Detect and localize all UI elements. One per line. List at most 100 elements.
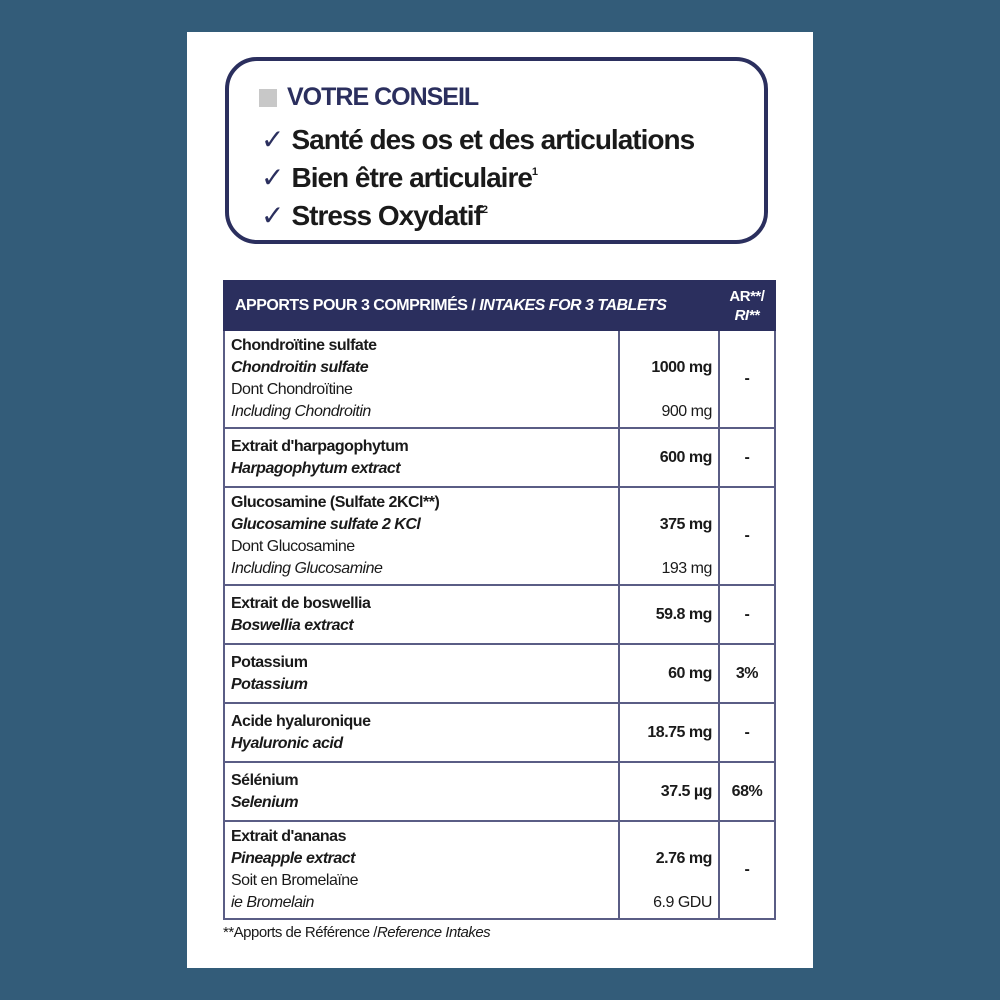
header-ar: AR**/RI** [718, 280, 777, 331]
ingredient-name-en: Chondroitin sulfate [231, 359, 369, 376]
ar-value: 68% [731, 782, 763, 800]
ar-cell: - [717, 329, 777, 429]
sub-amount: 6.9 GDU [653, 894, 712, 911]
table-row: Chondroïtine sulfate Chondroitin sulfate D… [223, 329, 777, 429]
table-header: APPORTS POUR 3 COMPRIMÉS / INTAKES FOR 3… [223, 280, 777, 331]
amount: 18.75 mg [647, 723, 712, 741]
ar-value: - [744, 370, 750, 387]
ingredient-cell: Extrait de boswellia Boswellia extract [223, 584, 620, 645]
ingredient-name-fr: Potassium [231, 653, 308, 671]
ar-cell: - [717, 486, 777, 586]
amount: 1000 mg [651, 359, 712, 376]
ar-cell: - [717, 427, 777, 488]
ar-cell: - [717, 584, 777, 645]
ingredient-name-en: Pineapple extract [231, 850, 355, 867]
ingredient-name-en: Harpagophytum extract [231, 459, 401, 477]
ingredient-cell: Potassium Potassium [223, 643, 620, 704]
sub-amount: 900 mg [661, 403, 713, 420]
table-row: Sélénium Selenium 37.5 µg 68% [223, 761, 777, 822]
amount: 59.8 mg [655, 605, 713, 623]
ingredient-name-fr: Sélénium [231, 771, 299, 789]
header-intakes: APPORTS POUR 3 COMPRIMÉS / INTAKES FOR 3… [223, 280, 720, 331]
table-row: Acide hyaluronique Hyaluronic acid 18.75 … [223, 702, 777, 763]
sub-name-en: Including Chondroitin [231, 403, 371, 420]
header-ar-fr: AR**/ [729, 287, 765, 305]
conseil-box: VOTRE CONSEIL ✓ Santé des os et des artic… [225, 57, 768, 244]
ingredient-name-fr: Extrait d'harpagophytum [231, 437, 409, 455]
conseil-list: ✓ Santé des os et des articulations ✓ Bien… [261, 121, 695, 235]
square-icon [259, 88, 277, 107]
amount: 375 mg [659, 516, 713, 533]
amount-cell: 37.5 µg [617, 761, 720, 822]
conseil-title: VOTRE CONSEIL [259, 83, 479, 112]
footnote: **Apports de Référence /Reference Intake… [223, 924, 491, 941]
ar-value: - [744, 861, 750, 878]
conseil-item: ✓ Stress Oxydatif2 [261, 197, 694, 235]
ingredient-cell: Sélénium Selenium [223, 761, 620, 822]
ingredient-name-en: Boswellia extract [231, 616, 354, 634]
ingredient-name-en: Potassium [231, 675, 308, 693]
footnote-ref: 1 [531, 166, 538, 178]
header-en: INTAKES FOR 3 TABLETS [479, 296, 667, 314]
amount-cell: 2.76 mg 6.9 GDU [617, 820, 720, 920]
amount-cell: 60 mg [617, 643, 720, 704]
ar-cell: 68% [717, 761, 777, 822]
table-row: Extrait d'ananas Pineapple extract Soit en… [223, 820, 777, 920]
ingredient-name-fr: Extrait d'ananas [231, 828, 346, 845]
ingredient-cell: Acide hyaluronique Hyaluronic acid [223, 702, 620, 763]
sub-name-en: Including Glucosamine [231, 560, 383, 577]
amount: 2.76 mg [655, 850, 713, 867]
sub-amount: 193 mg [661, 560, 713, 577]
ar-value: - [744, 527, 750, 544]
ingredient-name-fr: Extrait de boswellia [231, 594, 371, 612]
conseil-item: ✓ Bien être articulaire1 [261, 159, 694, 197]
check-icon: ✓ [261, 162, 284, 193]
ar-value: 3% [735, 664, 759, 682]
ar-cell: 3% [717, 643, 777, 704]
sub-name-en: ie Bromelain [231, 894, 314, 911]
amount: 37.5 µg [660, 782, 713, 800]
conseil-item-text: Santé des os et des articulations [291, 124, 695, 155]
amount-cell: 375 mg 193 mg [617, 486, 720, 586]
amount: 600 mg [659, 448, 713, 466]
ingredient-name-fr: Glucosamine (Sulfate 2KCl**) [231, 494, 440, 511]
ar-value: - [744, 723, 750, 741]
label-card: VOTRE CONSEIL ✓ Santé des os et des artic… [187, 32, 813, 968]
table-row: Extrait d'harpagophytum Harpagophytum ext… [223, 427, 777, 488]
conseil-title-text: VOTRE CONSEIL [287, 83, 479, 111]
conseil-item-text: Stress Oxydatif [291, 200, 482, 231]
check-icon: ✓ [261, 200, 284, 231]
ingredient-name-en: Selenium [231, 793, 299, 811]
amount-cell: 18.75 mg [617, 702, 720, 763]
footnote-fr: **Apports de Référence / [223, 924, 377, 941]
ingredient-name-en: Glucosamine sulfate 2 KCl [231, 516, 421, 533]
check-icon: ✓ [261, 124, 284, 155]
table-row: Potassium Potassium 60 mg 3% [223, 643, 777, 704]
ar-cell: - [717, 702, 777, 763]
ingredient-cell: Extrait d'ananas Pineapple extract Soit en… [223, 820, 620, 920]
amount-cell: 59.8 mg [617, 584, 720, 645]
footnote-ref: 2 [481, 204, 488, 216]
amount-cell: 600 mg [617, 427, 720, 488]
ingredient-cell: Chondroïtine sulfate Chondroitin sulfate D… [223, 329, 620, 429]
amount-cell: 1000 mg 900 mg [617, 329, 720, 429]
header-ar-en: RI** [734, 306, 760, 324]
ar-cell: - [717, 820, 777, 920]
ar-value: - [744, 605, 750, 623]
ingredient-name-en: Hyaluronic acid [231, 734, 343, 752]
sub-name-fr: Dont Glucosamine [231, 538, 355, 555]
ar-value: - [744, 448, 750, 466]
amount: 60 mg [668, 664, 712, 682]
conseil-item-text: Bien être articulaire [291, 162, 532, 193]
header-fr: APPORTS POUR 3 COMPRIMÉS / [235, 296, 480, 314]
conseil-item: ✓ Santé des os et des articulations [261, 121, 695, 159]
table-row: Glucosamine (Sulfate 2KCl**) Glucosamine … [223, 486, 777, 586]
table-row: Extrait de boswellia Boswellia extract 59… [223, 584, 777, 645]
footnote-en: Reference Intakes [376, 924, 491, 941]
ingredient-cell: Extrait d'harpagophytum Harpagophytum ext… [223, 427, 620, 488]
ingredient-name-fr: Acide hyaluronique [231, 712, 371, 730]
nutrition-table: APPORTS POUR 3 COMPRIMÉS / INTAKES FOR 3… [223, 280, 777, 920]
ingredient-name-fr: Chondroïtine sulfate [231, 337, 377, 354]
sub-name-fr: Dont Chondroïtine [231, 381, 353, 398]
sub-name-fr: Soit en Bromelaïne [231, 872, 359, 889]
